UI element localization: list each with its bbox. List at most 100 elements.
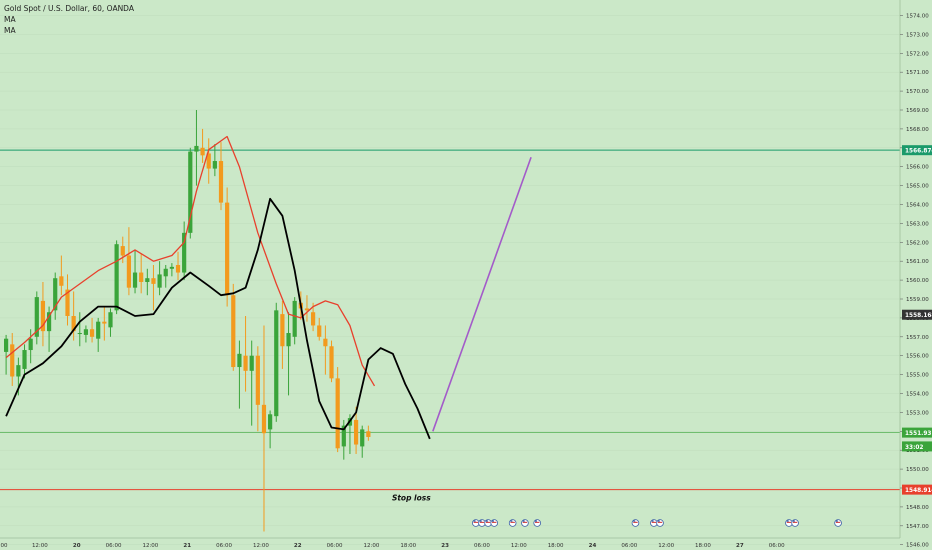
candle-body — [353, 419, 359, 445]
event-flag-stripe — [633, 521, 638, 523]
candle — [65, 274, 70, 326]
event-flag-canton — [657, 520, 660, 522]
price-tick-label: 1561.00 — [906, 259, 929, 265]
candle — [71, 291, 76, 341]
candle-body — [311, 312, 316, 326]
event-flag-canton — [835, 520, 838, 522]
event-flag-canton — [479, 520, 482, 522]
event-flag-circle — [631, 519, 640, 527]
indicator-label-ma-2[interactable]: MA — [4, 26, 16, 35]
event-flag-icon[interactable] — [508, 519, 517, 527]
event-flag-icon[interactable] — [791, 519, 799, 527]
candle-body — [323, 338, 328, 347]
candle — [280, 300, 285, 369]
candle — [304, 295, 310, 322]
event-flag-icon[interactable] — [834, 519, 842, 527]
price-tick-label: 1550.00 — [906, 467, 929, 473]
time-tick-label: :00 — [0, 543, 8, 549]
candle — [311, 302, 316, 332]
candle — [77, 312, 82, 347]
event-flag-stripe — [473, 521, 479, 523]
candle-body — [22, 350, 27, 369]
projection-line — [432, 156, 532, 432]
event-flag-canton — [651, 520, 654, 522]
stop-loss-annotation: Stop loss — [392, 493, 431, 502]
candle-body — [249, 355, 254, 371]
candle — [323, 325, 328, 375]
time-tick-label: 27 — [736, 543, 744, 549]
event-flag-stripe — [786, 521, 792, 523]
indicator-label-ma-1[interactable]: MA — [4, 15, 16, 24]
event-flag-canton — [792, 520, 795, 522]
candle-body — [151, 278, 156, 284]
event-flag-icon[interactable] — [490, 519, 499, 527]
price-tick-label: 1560.00 — [906, 278, 929, 284]
price-tick-label: 1556.00 — [906, 354, 929, 360]
current-price-price-label: 1551.931 — [905, 431, 932, 437]
candle — [225, 187, 230, 307]
candle — [182, 221, 187, 281]
candle — [22, 344, 27, 379]
time-tick-label: 06:00 — [769, 543, 785, 549]
event-flag-icon[interactable] — [656, 519, 664, 527]
candle-body — [132, 272, 138, 288]
candle — [292, 297, 297, 345]
price-tick-label: 1574.00 — [906, 14, 929, 20]
event-flag-circle — [656, 519, 664, 527]
candle — [102, 306, 107, 341]
candle-body — [102, 321, 107, 324]
event-flag-canton — [535, 520, 538, 522]
event-flag-canton — [485, 520, 488, 522]
event-flag-icon[interactable] — [478, 519, 486, 527]
candle-body — [274, 310, 279, 417]
candle — [157, 261, 162, 296]
event-flag-stripe — [535, 521, 540, 523]
candle — [10, 333, 15, 386]
candle — [212, 144, 217, 177]
grid — [0, 15, 900, 545]
candle-body — [108, 312, 113, 328]
candle-body — [329, 346, 334, 379]
symbol-title: Gold Spot / U.S. Dollar, 60, OANDA — [4, 4, 134, 13]
candle-body — [139, 272, 144, 282]
time-tick-label: 18:00 — [695, 543, 711, 549]
event-flag-icon[interactable] — [472, 519, 480, 527]
price-tick-label: 1553.00 — [906, 410, 929, 416]
time-tick-label: 12:00 — [32, 543, 48, 549]
candle — [59, 255, 64, 296]
event-flag-circle — [791, 519, 799, 527]
candle-body — [59, 276, 64, 286]
event-flag-canton — [633, 520, 636, 522]
price-tick-label: 1548.00 — [906, 505, 929, 511]
candle-body — [255, 355, 260, 405]
candle — [28, 329, 33, 364]
current-price-price-label-bg — [902, 427, 932, 438]
candle-body — [335, 378, 340, 449]
candle — [274, 302, 279, 422]
price-tick-label: 1546.00 — [906, 543, 929, 549]
event-flag-icon[interactable] — [521, 519, 529, 527]
price-tick-label: 1564.00 — [906, 203, 929, 209]
event-flag-canton — [522, 520, 525, 522]
candle — [335, 367, 340, 453]
candle — [243, 316, 248, 392]
candle — [169, 263, 174, 277]
time-tick-label: 12:00 — [511, 543, 527, 549]
candle-body — [71, 316, 76, 332]
price-tick-label: 1570.00 — [906, 89, 929, 95]
candle-body — [261, 404, 267, 434]
candle-body — [175, 264, 181, 273]
candle-body — [89, 329, 95, 337]
time-tick-label: 23 — [441, 543, 449, 549]
event-flag-icon[interactable] — [533, 519, 542, 527]
candle — [175, 251, 181, 281]
candle-body — [268, 414, 273, 430]
event-flag-icon[interactable] — [631, 519, 640, 527]
candle — [366, 425, 371, 441]
candle-body — [237, 353, 242, 368]
price-tick-label: 1563.00 — [906, 221, 929, 227]
candle — [353, 406, 359, 454]
